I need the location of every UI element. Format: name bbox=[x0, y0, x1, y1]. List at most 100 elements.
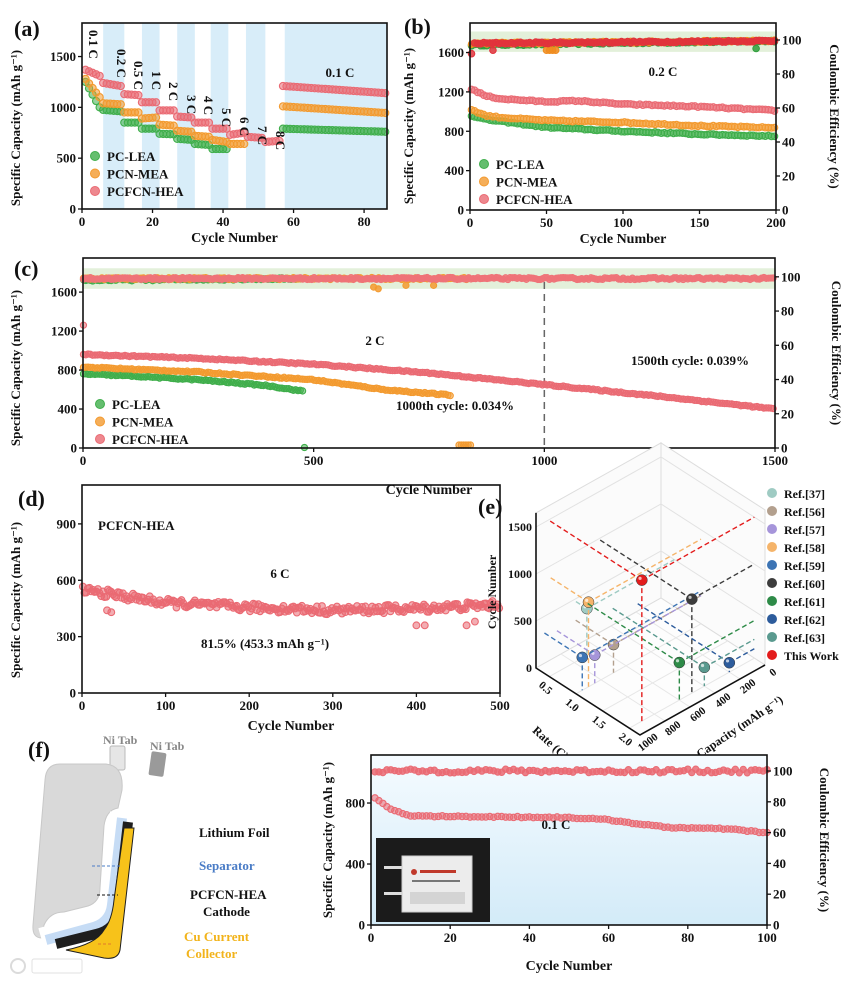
collector-label: Cu Current bbox=[184, 929, 250, 944]
separator-label: Separator bbox=[199, 858, 255, 873]
data-point-pcfcn-hea bbox=[412, 621, 421, 630]
plot-frame bbox=[81, 22, 388, 210]
grid-line bbox=[602, 640, 728, 712]
data-point-pc-lea bbox=[298, 387, 307, 395]
ce-point-pcfcn-hea bbox=[489, 46, 497, 55]
grid-line bbox=[560, 653, 666, 722]
legend-marker-pc-lea bbox=[479, 159, 489, 169]
y2-tick-label: 0 bbox=[781, 441, 788, 456]
annotation: 1500th cycle: 0.039% bbox=[631, 353, 749, 368]
pouch-cell-diagram: Ni Tab Ni Tab Lithium Foil Separator PCF… bbox=[10, 733, 270, 974]
y2-tick-label: 40 bbox=[782, 135, 795, 150]
data-point-pcfcn-hea bbox=[204, 118, 214, 127]
y-axis-title: Specific Capacity (mAh g⁻¹) bbox=[8, 50, 23, 206]
cathode-label: PCFCN-HEA bbox=[190, 887, 267, 902]
y2-tick-label: 100 bbox=[773, 764, 793, 779]
rate-label: 6 C bbox=[237, 117, 252, 136]
ni-tab-label: Ni Tab bbox=[150, 739, 185, 753]
legend-marker-pc-lea bbox=[95, 399, 105, 409]
data-point-pcfcn-hea bbox=[95, 71, 104, 81]
rate-label: 0.1 C bbox=[326, 65, 355, 80]
z-axis-title: Cycle Number bbox=[485, 554, 499, 629]
legend-marker-pcn-mea bbox=[90, 168, 100, 179]
pouch-body bbox=[32, 763, 123, 939]
projection-line bbox=[703, 638, 755, 668]
y-tick-label: 400 bbox=[713, 691, 734, 711]
data-point-pcfcn-hea bbox=[379, 609, 388, 618]
legend-label: PCN-MEA bbox=[112, 415, 174, 430]
y2-axis-title: Coulombic Efficiency (%) bbox=[827, 44, 842, 188]
grid-line bbox=[629, 657, 755, 729]
y2-tick-label: 0 bbox=[782, 203, 789, 218]
y-tick-label: 900 bbox=[57, 516, 77, 531]
projection-line bbox=[635, 602, 730, 664]
sphere-highlight bbox=[688, 595, 692, 599]
data-point-pcfcn-hea bbox=[275, 136, 284, 146]
legend-label: Ref.[62] bbox=[784, 613, 825, 627]
projection-line bbox=[641, 516, 755, 581]
ce-point-pcn-mea bbox=[430, 281, 438, 289]
x-axis-title: Cycle Number bbox=[580, 232, 667, 247]
data-point-ref-61 bbox=[673, 656, 686, 669]
x-tick-label: 1000 bbox=[531, 453, 557, 468]
legend-marker-ref-61 bbox=[767, 596, 777, 606]
panel-label: (f) bbox=[28, 737, 50, 762]
x-tick-label: 60 bbox=[287, 214, 300, 229]
data-point-pcfcn-hea bbox=[102, 592, 111, 601]
y-tick-label: 400 bbox=[346, 857, 366, 872]
ce-point-pcn-mea bbox=[402, 281, 410, 289]
data-point-pcn-mea bbox=[446, 392, 454, 400]
lithium-foil-label: Lithium Foil bbox=[199, 825, 270, 840]
y2-tick-label: 80 bbox=[781, 304, 794, 319]
legend-label: PCN-MEA bbox=[496, 175, 558, 190]
y-tick-label: 0 bbox=[71, 441, 78, 456]
y2-tick-label: 0 bbox=[773, 918, 780, 933]
y-tick-label: 0 bbox=[70, 686, 77, 701]
grid-line bbox=[535, 503, 766, 575]
legend-marker-ref-58 bbox=[767, 542, 777, 552]
sphere-highlight bbox=[585, 598, 589, 602]
rate-label: 5 C bbox=[219, 108, 234, 127]
y2-tick-label: 20 bbox=[773, 887, 786, 902]
ce-point-pcn-mea bbox=[374, 285, 382, 293]
legend-label: PC-LEA bbox=[107, 149, 156, 164]
collector-label: Collector bbox=[186, 946, 237, 961]
rate-band bbox=[210, 23, 229, 209]
y2-tick-label: 80 bbox=[773, 794, 786, 809]
separator-layer bbox=[44, 817, 127, 945]
z-tick-label: 0 bbox=[526, 661, 532, 675]
annotation: 1000th cycle: 0.034% bbox=[396, 398, 514, 413]
x-tick-label: 100 bbox=[156, 698, 176, 713]
data-point-pcn-mea bbox=[151, 113, 161, 122]
sphere-highlight bbox=[700, 663, 705, 668]
annotation: 6 C bbox=[270, 566, 289, 581]
z-tick-label: 500 bbox=[514, 614, 532, 628]
z-tick-label: 1000 bbox=[508, 567, 532, 581]
rate-label: 4 C bbox=[201, 96, 216, 115]
legend-marker-ref-56 bbox=[767, 506, 777, 516]
x-tick-label: 1.5 bbox=[589, 714, 608, 732]
y-tick-label: 1500 bbox=[50, 49, 76, 64]
legend-marker-pc-lea bbox=[90, 151, 100, 161]
grid-line bbox=[535, 550, 766, 622]
y-tick-label: 600 bbox=[57, 573, 77, 588]
y2-tick-label: 20 bbox=[782, 169, 795, 184]
x-tick-label: 2.0 bbox=[616, 731, 635, 749]
annotation: 2 C bbox=[365, 333, 384, 348]
legend-label: Ref.[63] bbox=[784, 631, 825, 645]
y-axis-title: Specific Capacity (mAh g⁻¹) bbox=[320, 762, 335, 918]
x-tick-label: 500 bbox=[304, 453, 324, 468]
legend-label: PC-LEA bbox=[496, 157, 545, 172]
grid-line bbox=[610, 625, 716, 694]
x-tick-label: 0.5 bbox=[536, 679, 555, 697]
y-tick-label: 0 bbox=[359, 918, 366, 933]
y-tick-label: 300 bbox=[57, 629, 77, 644]
data-point-ref-56 bbox=[607, 638, 620, 651]
panel-label: (e) bbox=[478, 494, 502, 519]
data-point-pcfcn-hea bbox=[107, 608, 116, 617]
legend-marker-ref-57 bbox=[767, 524, 777, 534]
plot-frame bbox=[81, 484, 501, 694]
cu-collector-layer bbox=[65, 827, 135, 959]
x-tick-label: 500 bbox=[490, 698, 510, 713]
y-tick-label: 1200 bbox=[51, 324, 77, 339]
